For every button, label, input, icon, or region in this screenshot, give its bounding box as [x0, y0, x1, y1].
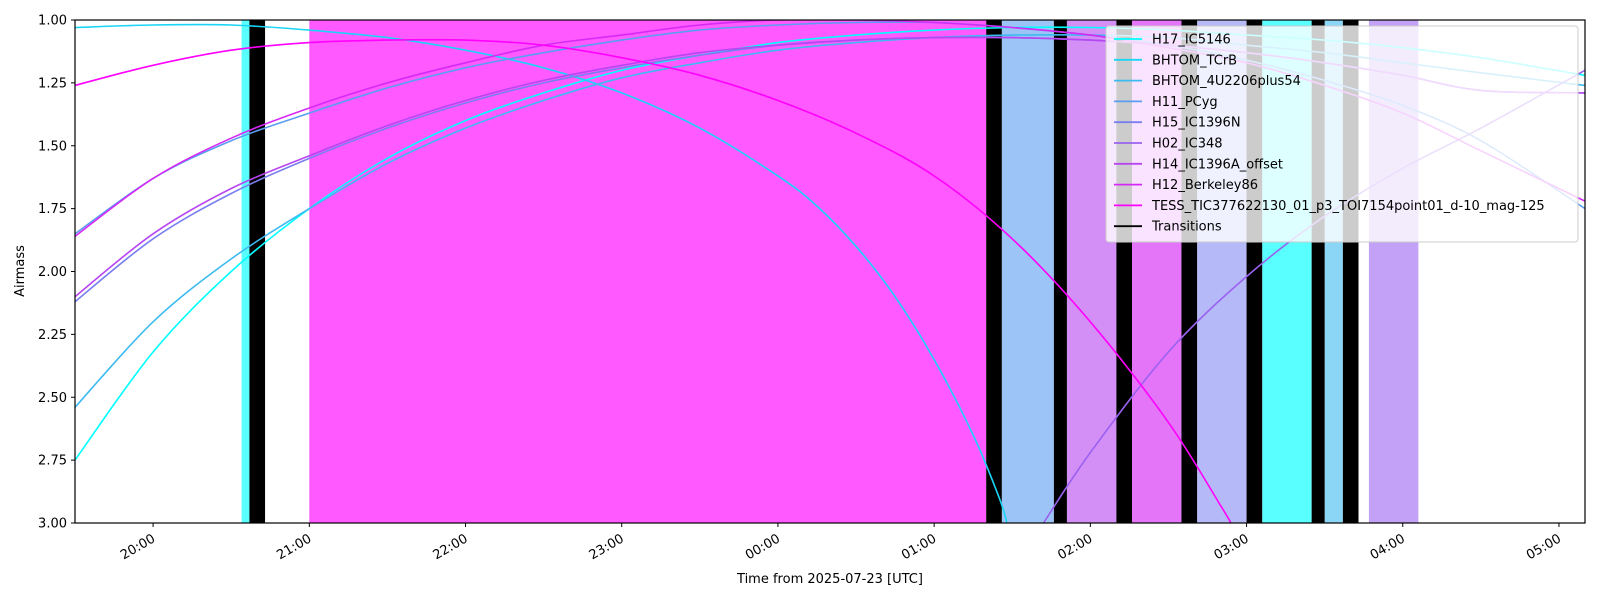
legend: H17_IC5146 BHTOM_TCrB BHTOM_4U2206plus54 H1… — [1105, 25, 1579, 243]
y-axis-label: Airmass — [13, 245, 28, 297]
legend-label: H17_IC5146 — [1152, 33, 1231, 48]
x-tick-label: 03:00 — [1212, 531, 1252, 563]
y-tick-label: 2.00 — [38, 265, 67, 280]
x-tick-label: 20:00 — [118, 531, 158, 563]
x-tick-label: 05:00 — [1524, 531, 1564, 563]
series-line — [75, 23, 1008, 523]
x-tick-label: 22:00 — [431, 531, 471, 563]
x-axis-label: Time from 2025-07-23 [UTC] — [736, 572, 923, 587]
transition-band — [986, 20, 1002, 523]
observation-block — [241, 20, 250, 523]
y-tick-label: 1.50 — [38, 139, 67, 154]
y-tick-label: 2.25 — [38, 328, 67, 343]
legend-label: H02_IC348 — [1152, 137, 1223, 152]
y-tick-label: 2.75 — [38, 454, 67, 469]
y-tick-label: 1.75 — [38, 202, 67, 217]
x-tick-label: 01:00 — [899, 531, 939, 563]
x-axis: 20:00 21:00 22:00 23:00 00:00 01:00 02:00 03:00… — [118, 523, 1564, 563]
x-tick-label: 04:00 — [1368, 531, 1408, 563]
y-tick-label: 3.00 — [38, 517, 67, 532]
legend-label: H14_IC1396A_offset — [1152, 157, 1283, 172]
y-tick-label: 2.50 — [38, 391, 67, 406]
series-line — [75, 38, 1232, 523]
transition-band — [249, 20, 266, 523]
legend-label: BHTOM_TCrB — [1152, 53, 1237, 68]
legend-label: BHTOM_4U2206plus54 — [1152, 74, 1301, 89]
legend-label: H12_Berkeley86 — [1152, 178, 1258, 193]
x-tick-label: 00:00 — [743, 531, 783, 563]
y-axis: 1.00 1.25 1.50 1.75 2.00 2.25 2.50 2.75 3.00 — [38, 14, 75, 532]
x-tick-label: 02:00 — [1055, 531, 1095, 563]
legend-box — [1105, 25, 1579, 243]
legend-label: H11_PCyg — [1152, 95, 1218, 110]
x-tick-label: 23:00 — [587, 531, 627, 563]
y-tick-label: 1.25 — [38, 76, 67, 91]
legend-label: H15_IC1396N — [1152, 116, 1241, 131]
legend-label: Transitions — [1151, 220, 1222, 235]
legend-label: TESS_TIC377622130_01_p3_TOI7154point01_d… — [1151, 199, 1545, 214]
transition-band — [1053, 20, 1067, 523]
x-tick-label: 21:00 — [274, 531, 314, 563]
y-tick-label: 1.00 — [38, 14, 67, 29]
observation-block — [309, 20, 987, 523]
